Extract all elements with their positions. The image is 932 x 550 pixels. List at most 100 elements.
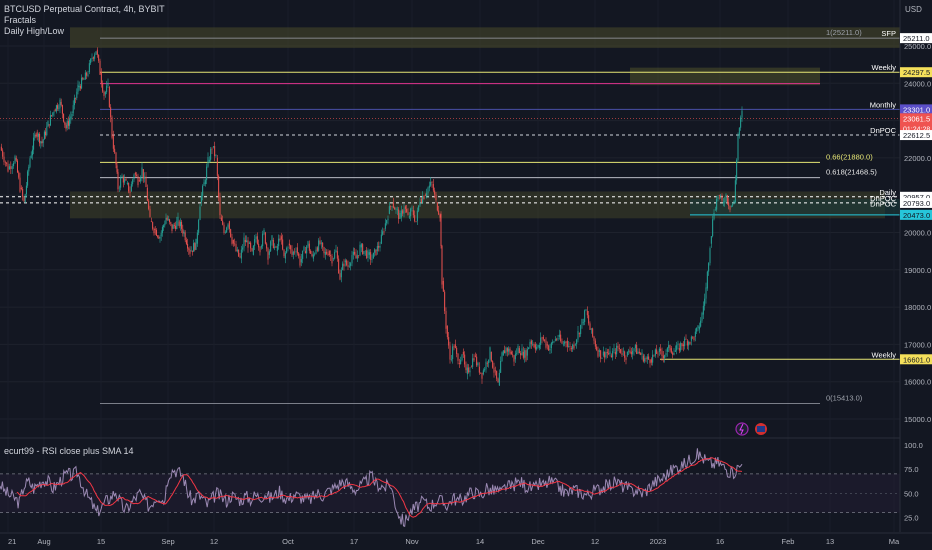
candle-body bbox=[267, 248, 269, 260]
candle-body bbox=[658, 348, 660, 352]
lightning-icon[interactable] bbox=[735, 422, 749, 436]
currency-label[interactable]: USD bbox=[905, 5, 922, 14]
candle-body bbox=[77, 84, 79, 92]
candle-body bbox=[167, 219, 169, 220]
price-tag bbox=[900, 33, 932, 44]
candle-body bbox=[564, 341, 566, 344]
lightning-bolt bbox=[739, 423, 744, 435]
candle-body bbox=[11, 166, 13, 169]
rsi-axis[interactable]: 100.0 75.0 50.0 25.0 bbox=[904, 441, 923, 523]
indicator-fractals[interactable]: Fractals bbox=[4, 15, 37, 25]
candle-body bbox=[216, 157, 218, 176]
candle-body bbox=[99, 60, 101, 75]
candle-body bbox=[158, 236, 160, 239]
candle-body bbox=[90, 58, 92, 64]
candle-body bbox=[370, 252, 372, 260]
candle-body bbox=[457, 353, 459, 361]
candle-body bbox=[546, 344, 548, 346]
rsi-title[interactable]: ecurt99 - RSI close plus SMA 14 bbox=[4, 446, 134, 456]
candle-body bbox=[392, 202, 394, 208]
candle-body bbox=[335, 249, 337, 253]
candle-body bbox=[92, 57, 94, 59]
candle-body bbox=[188, 248, 190, 250]
candle-body bbox=[350, 263, 352, 266]
candle-body bbox=[536, 346, 538, 350]
candle-body bbox=[363, 251, 365, 255]
candle-body bbox=[14, 156, 16, 164]
candle-body bbox=[367, 250, 369, 259]
candle-body bbox=[251, 248, 253, 251]
candle-body bbox=[604, 351, 606, 358]
candle-body bbox=[718, 195, 720, 197]
price-tick: 18000.0 bbox=[904, 303, 931, 312]
candle-body bbox=[520, 353, 522, 356]
candle-body bbox=[732, 203, 734, 206]
price-tag-text: 23061.5 bbox=[903, 114, 930, 123]
candle-body bbox=[633, 348, 635, 351]
candle-body bbox=[98, 54, 100, 61]
candle-body bbox=[252, 245, 254, 255]
candle-body bbox=[666, 347, 668, 352]
candle-body bbox=[676, 345, 678, 351]
candle-body bbox=[589, 323, 591, 330]
candle-body bbox=[698, 326, 700, 330]
indicator-daily-high-low[interactable]: Daily High/Low bbox=[4, 26, 65, 36]
candle-body bbox=[626, 351, 628, 356]
candle-body bbox=[280, 236, 282, 240]
candle-body bbox=[492, 361, 494, 368]
candle-body bbox=[108, 87, 110, 108]
candle-body bbox=[526, 349, 528, 356]
candle-body bbox=[525, 350, 527, 361]
candle-body bbox=[681, 343, 683, 347]
time-axis[interactable]: 21 Aug 15 Sep 12 Oct 17 Nov 14 Dec 12 2023 16 Feb 13 Ma bbox=[0, 532, 932, 550]
candle-body bbox=[84, 72, 86, 80]
candle-body bbox=[522, 351, 524, 358]
event-icons[interactable] bbox=[735, 422, 767, 436]
candle-body bbox=[170, 222, 172, 225]
candle-body bbox=[692, 336, 694, 338]
candle-body bbox=[150, 221, 152, 223]
candle-body bbox=[283, 249, 285, 257]
time-axis-bg bbox=[0, 533, 932, 550]
candle-body bbox=[686, 340, 688, 346]
candle-body bbox=[312, 254, 314, 259]
candle-body bbox=[272, 239, 274, 248]
candle-body bbox=[166, 217, 168, 220]
candle-body bbox=[161, 227, 163, 233]
candle-body bbox=[165, 217, 167, 224]
candle-body bbox=[632, 350, 634, 355]
candle-body bbox=[560, 334, 562, 342]
candle-body bbox=[218, 175, 220, 198]
candle-body bbox=[134, 172, 136, 175]
candle-body bbox=[490, 351, 492, 362]
candle-body bbox=[34, 134, 36, 138]
candle-body bbox=[342, 263, 344, 270]
level-label: DnPOC bbox=[870, 194, 896, 203]
symbol-title[interactable]: BTCUSD Perpetual Contract, 4h, BYBIT bbox=[4, 4, 165, 14]
candle-body bbox=[199, 206, 201, 221]
candle-body bbox=[243, 237, 245, 248]
candle-body bbox=[642, 355, 644, 362]
candle-body bbox=[190, 250, 192, 252]
candle-body bbox=[474, 355, 476, 357]
candle-body bbox=[701, 313, 703, 321]
candle-body bbox=[159, 237, 161, 239]
candle-body bbox=[426, 193, 428, 196]
candle-body bbox=[227, 224, 229, 228]
candle-body bbox=[673, 352, 675, 355]
candle-body bbox=[618, 348, 620, 350]
price-tick: 19000.0 bbox=[904, 266, 931, 275]
candle-body bbox=[456, 347, 458, 354]
candle-body bbox=[33, 137, 35, 150]
candle-body bbox=[545, 340, 547, 348]
candle-body bbox=[295, 251, 297, 252]
candle-body bbox=[444, 291, 446, 312]
price-axis[interactable]: 25000.024000.023000.022000.021000.020000… bbox=[899, 0, 932, 532]
candle-body bbox=[582, 321, 584, 323]
candle-body bbox=[338, 258, 340, 274]
candle-body bbox=[318, 240, 320, 251]
candle-body bbox=[29, 158, 31, 167]
candle-body bbox=[716, 199, 718, 210]
candle-body bbox=[461, 354, 463, 361]
